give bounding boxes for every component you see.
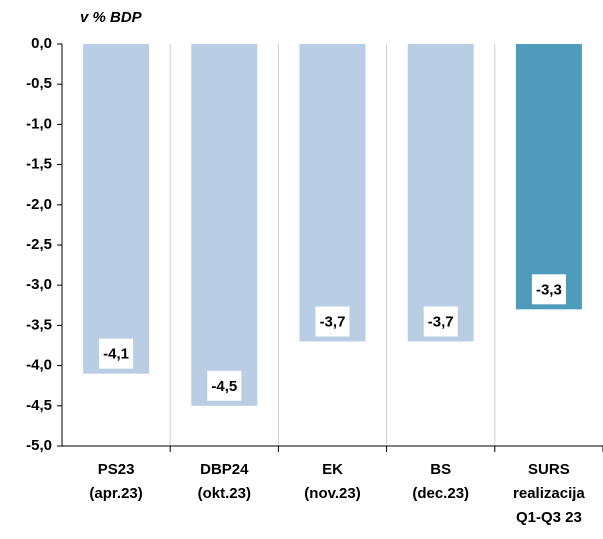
y-tick-label: -5,0 <box>26 437 52 454</box>
x-tick-label: realizacija <box>513 485 585 502</box>
bar <box>83 44 150 374</box>
bar <box>191 44 258 406</box>
y-tick-label: -2,5 <box>26 236 52 253</box>
y-tick-label: -3,0 <box>26 276 52 293</box>
data-label: -3,3 <box>536 281 562 298</box>
x-tick-label: SURS <box>528 461 570 478</box>
data-label-box <box>207 370 242 401</box>
data-label-box <box>531 274 566 305</box>
y-tick-label: -4,5 <box>26 397 52 414</box>
bar <box>299 44 366 342</box>
x-tick-label: (okt.23) <box>198 485 251 502</box>
data-label-box <box>315 306 350 337</box>
y-tick-label: -1,5 <box>26 156 52 173</box>
y-tick-label: -4,0 <box>26 357 52 374</box>
x-tick-label: (nov.23) <box>304 485 360 502</box>
data-label-box <box>99 338 134 369</box>
x-tick-label: PS23 <box>98 461 135 478</box>
bar <box>515 44 582 310</box>
x-tick-label: EK <box>322 461 343 478</box>
data-label: -3,7 <box>428 313 454 330</box>
data-label: -3,7 <box>320 313 346 330</box>
x-tick-label: (dec.23) <box>412 485 469 502</box>
y-tick-label: -2,0 <box>26 196 52 213</box>
data-label: -4,1 <box>103 346 129 363</box>
x-tick-label: BS <box>430 461 451 478</box>
bar <box>407 44 474 342</box>
x-tick-label: DBP24 <box>200 461 249 478</box>
x-tick-label: (apr.23) <box>89 485 142 502</box>
y-tick-label: -0,5 <box>26 75 52 92</box>
data-label: -4,5 <box>211 378 237 395</box>
y-tick-label: -1,0 <box>26 115 52 132</box>
y-tick-label: -3,5 <box>26 316 52 333</box>
x-tick-label: Q1-Q3 23 <box>516 509 582 526</box>
chart-title: v % BDP <box>80 9 143 26</box>
data-label-box <box>423 306 458 337</box>
y-tick-label: 0,0 <box>31 35 52 52</box>
